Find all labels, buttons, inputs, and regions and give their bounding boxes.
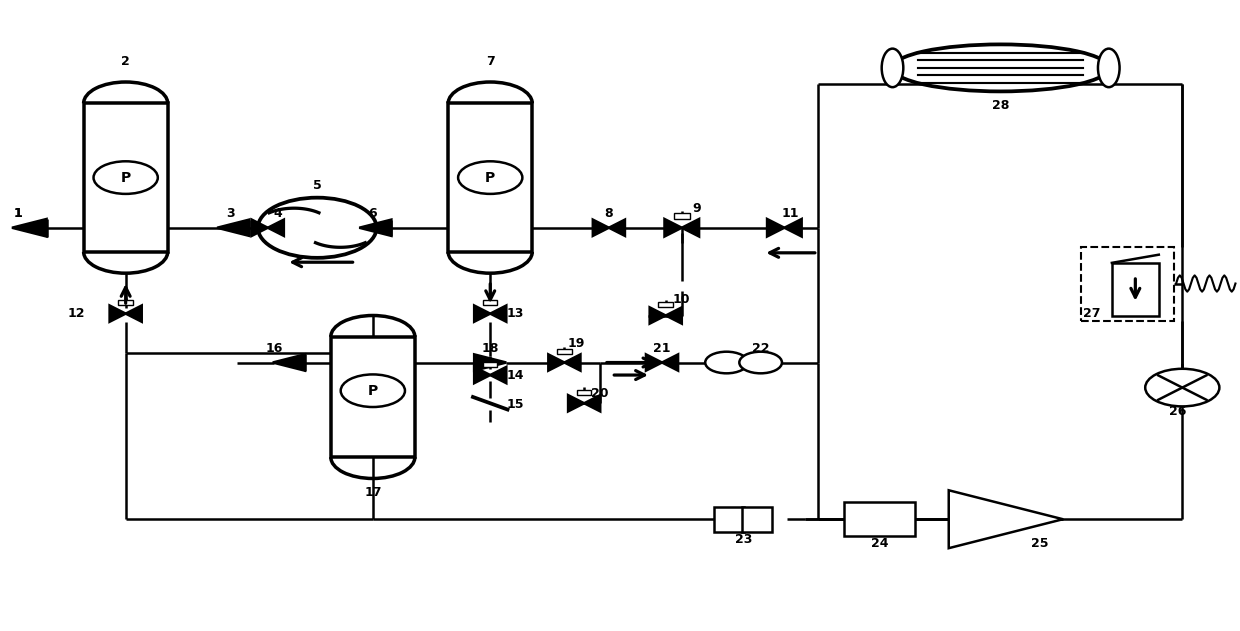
Text: 16: 16 <box>265 342 283 355</box>
Bar <box>83 103 167 252</box>
Ellipse shape <box>893 44 1109 91</box>
Text: 9: 9 <box>692 203 701 215</box>
Bar <box>843 502 915 536</box>
Polygon shape <box>490 367 506 383</box>
Bar <box>484 300 497 305</box>
Text: 18: 18 <box>481 342 498 355</box>
Bar <box>119 300 133 305</box>
Text: 15: 15 <box>506 398 523 411</box>
Text: 3: 3 <box>227 208 236 220</box>
Polygon shape <box>12 219 47 237</box>
Polygon shape <box>646 355 662 370</box>
Polygon shape <box>682 219 699 237</box>
Polygon shape <box>490 305 506 322</box>
Text: 17: 17 <box>365 486 382 498</box>
Text: 4: 4 <box>273 208 281 220</box>
Polygon shape <box>360 220 392 236</box>
Circle shape <box>739 351 782 374</box>
Polygon shape <box>665 219 682 237</box>
Polygon shape <box>568 395 584 411</box>
Polygon shape <box>125 305 141 322</box>
Polygon shape <box>768 219 785 237</box>
Text: P: P <box>120 170 130 185</box>
Bar <box>577 390 591 395</box>
Polygon shape <box>474 367 490 383</box>
Text: P: P <box>368 384 378 398</box>
Text: 1: 1 <box>14 208 22 220</box>
Text: 14: 14 <box>506 369 523 382</box>
Text: 6: 6 <box>368 208 377 220</box>
Text: 22: 22 <box>753 342 770 355</box>
Text: 7: 7 <box>486 56 495 68</box>
Text: 1: 1 <box>14 208 22 220</box>
Text: 5: 5 <box>312 179 321 192</box>
Text: 24: 24 <box>870 536 888 550</box>
Bar <box>331 337 415 457</box>
Text: 13: 13 <box>506 307 523 320</box>
Bar <box>1081 247 1173 321</box>
Bar <box>484 362 497 367</box>
Text: 27: 27 <box>1084 307 1101 320</box>
Polygon shape <box>273 355 305 370</box>
Polygon shape <box>785 219 802 237</box>
Polygon shape <box>650 307 666 324</box>
Polygon shape <box>217 220 249 236</box>
Polygon shape <box>564 355 580 370</box>
Circle shape <box>258 198 377 258</box>
Text: 8: 8 <box>605 208 614 220</box>
Polygon shape <box>474 305 490 322</box>
Polygon shape <box>666 307 682 324</box>
Bar <box>714 507 744 532</box>
Polygon shape <box>609 220 625 236</box>
Ellipse shape <box>1097 49 1120 87</box>
Bar <box>658 302 673 307</box>
Polygon shape <box>584 395 600 411</box>
Circle shape <box>706 351 748 374</box>
Circle shape <box>93 162 157 194</box>
Text: 23: 23 <box>735 533 753 546</box>
Text: 11: 11 <box>781 207 800 220</box>
Polygon shape <box>268 220 284 236</box>
Text: 12: 12 <box>67 307 86 320</box>
Text: 21: 21 <box>653 342 671 355</box>
Bar <box>448 103 532 252</box>
Polygon shape <box>593 220 609 236</box>
Circle shape <box>1146 369 1219 406</box>
Polygon shape <box>474 355 506 370</box>
Polygon shape <box>662 355 678 370</box>
Text: 20: 20 <box>591 387 609 400</box>
Text: 19: 19 <box>568 337 585 350</box>
Polygon shape <box>548 355 564 370</box>
Bar <box>743 507 773 532</box>
Polygon shape <box>252 220 268 236</box>
Text: 28: 28 <box>992 99 1009 112</box>
Text: 10: 10 <box>673 293 691 306</box>
Polygon shape <box>109 305 125 322</box>
Bar <box>1112 263 1159 316</box>
Ellipse shape <box>882 49 903 87</box>
Circle shape <box>341 374 405 407</box>
Bar <box>557 349 572 355</box>
Text: P: P <box>485 170 495 185</box>
Text: 26: 26 <box>1168 405 1185 418</box>
Bar <box>675 213 689 219</box>
Polygon shape <box>949 490 1063 548</box>
Text: 2: 2 <box>122 56 130 68</box>
Text: 25: 25 <box>1032 536 1049 550</box>
Circle shape <box>458 162 522 194</box>
